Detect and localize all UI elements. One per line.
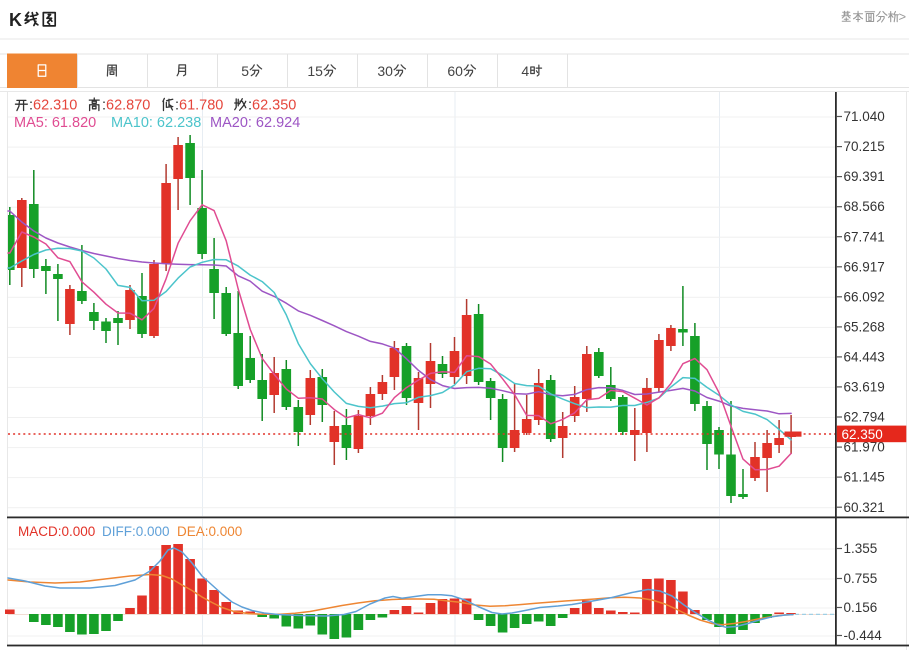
svg-text:62.310: 62.310 <box>33 98 77 114</box>
svg-text:5: 5 <box>241 63 249 79</box>
svg-text::: : <box>102 98 106 114</box>
svg-text:K: K <box>9 10 22 30</box>
svg-text:DEA:0.000: DEA:0.000 <box>177 524 242 539</box>
svg-text:>: > <box>899 9 907 24</box>
svg-text:61.145: 61.145 <box>844 470 885 485</box>
svg-text::: : <box>29 98 33 114</box>
svg-text:4: 4 <box>521 63 529 79</box>
svg-text:60.321: 60.321 <box>844 500 885 515</box>
svg-text:15: 15 <box>307 63 323 79</box>
svg-text:62.350: 62.350 <box>842 427 883 442</box>
svg-text:62.870: 62.870 <box>106 98 150 114</box>
svg-text:0.156: 0.156 <box>844 600 878 615</box>
svg-text:69.391: 69.391 <box>844 169 885 184</box>
svg-text:MACD:0.000: MACD:0.000 <box>18 524 95 539</box>
svg-text:0.755: 0.755 <box>844 571 878 586</box>
svg-text::: : <box>248 98 252 114</box>
svg-text:65.268: 65.268 <box>844 320 885 335</box>
svg-text:66.092: 66.092 <box>844 289 885 304</box>
svg-text:MA10: 62.238: MA10: 62.238 <box>111 115 201 131</box>
svg-text:66.917: 66.917 <box>844 259 885 274</box>
svg-text:68.566: 68.566 <box>844 199 885 214</box>
svg-text::: : <box>175 98 179 114</box>
svg-text:63.619: 63.619 <box>844 380 885 395</box>
svg-text:-0.444: -0.444 <box>844 628 883 643</box>
svg-text:DIFF:0.000: DIFF:0.000 <box>102 524 170 539</box>
svg-text:71.040: 71.040 <box>844 109 885 124</box>
svg-text:MA20: 62.924: MA20: 62.924 <box>210 115 300 131</box>
svg-text:70.215: 70.215 <box>844 139 885 154</box>
svg-text:61.970: 61.970 <box>844 440 885 455</box>
svg-text:64.443: 64.443 <box>844 350 885 365</box>
svg-text:60: 60 <box>447 63 463 79</box>
svg-text:1.355: 1.355 <box>844 541 878 556</box>
svg-text:61.780: 61.780 <box>179 98 223 114</box>
svg-text:62.794: 62.794 <box>844 410 886 425</box>
svg-text:30: 30 <box>377 63 393 79</box>
svg-text:67.741: 67.741 <box>844 229 885 244</box>
svg-text:62.350: 62.350 <box>252 98 296 114</box>
svg-text:MA5: 61.820: MA5: 61.820 <box>14 115 96 131</box>
